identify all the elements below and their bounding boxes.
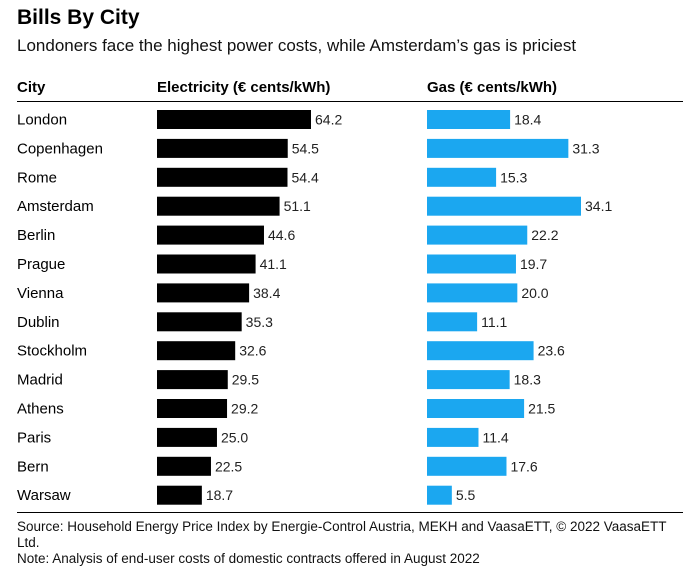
city-label-berlin: Berlin xyxy=(17,227,55,244)
city-label-rome: Rome xyxy=(17,169,57,186)
gas-value-stockholm: 23.6 xyxy=(538,343,565,359)
electricity-value-rome: 54.4 xyxy=(291,169,318,185)
gas-bar-warsaw xyxy=(427,485,452,505)
electricity-value-copenhagen: 54.5 xyxy=(292,140,319,156)
source-note: Source: Household Energy Price Index by … xyxy=(17,519,667,550)
gas-bar-dublin xyxy=(427,312,478,332)
gas-bar-madrid xyxy=(427,370,510,390)
electricity-value-berlin: 44.6 xyxy=(268,227,295,243)
electricity-value-athens: 29.2 xyxy=(231,401,258,417)
city-label-athens: Athens xyxy=(17,401,64,418)
chart-title: Bills By City xyxy=(17,6,140,29)
city-label-madrid: Madrid xyxy=(17,372,63,389)
bar-chart: London 64.2 18.4 Copenhagen 54.5 31.3 Rome 54.4… xyxy=(17,110,612,505)
electricity-bar-bern xyxy=(157,456,211,476)
electricity-bar-amsterdam xyxy=(157,196,280,216)
gas-value-paris: 11.4 xyxy=(482,429,508,445)
electricity-bar-madrid xyxy=(157,370,228,390)
gas-value-madrid: 18.3 xyxy=(514,372,541,388)
electricity-bar-prague xyxy=(157,254,256,274)
chart-subtitle: Londoners face the highest power costs, … xyxy=(17,36,577,55)
electricity-bar-copenhagen xyxy=(157,138,288,158)
electricity-column-header: Electricity (€ cents/kWh) xyxy=(157,79,331,96)
gas-value-berlin: 22.2 xyxy=(531,227,558,243)
gas-value-bern: 17.6 xyxy=(510,458,537,474)
electricity-value-london: 64.2 xyxy=(315,112,342,128)
gas-bar-amsterdam xyxy=(427,196,581,216)
gas-value-dublin: 11.1 xyxy=(481,314,507,330)
city-label-copenhagen: Copenhagen xyxy=(17,140,103,157)
electricity-value-dublin: 35.3 xyxy=(246,314,273,330)
methodology-note: Note: Analysis of end-user costs of dome… xyxy=(17,551,480,566)
gas-value-amsterdam: 34.1 xyxy=(585,198,612,214)
electricity-value-bern: 22.5 xyxy=(215,458,242,474)
gas-value-copenhagen: 31.3 xyxy=(572,140,599,156)
gas-value-warsaw: 5.5 xyxy=(456,487,476,503)
electricity-bar-warsaw xyxy=(157,485,202,505)
electricity-bar-rome xyxy=(157,167,288,187)
electricity-bar-paris xyxy=(157,427,217,447)
gas-value-rome: 15.3 xyxy=(500,169,527,185)
electricity-bar-athens xyxy=(157,399,228,418)
electricity-value-madrid: 29.5 xyxy=(232,372,259,388)
gas-bar-berlin xyxy=(427,225,528,245)
gas-value-prague: 19.7 xyxy=(520,256,547,272)
electricity-bar-london xyxy=(157,110,311,129)
city-label-london: London xyxy=(17,112,67,129)
electricity-bar-berlin xyxy=(157,225,264,245)
gas-value-vienna: 20.0 xyxy=(521,285,548,301)
electricity-bar-stockholm xyxy=(157,341,236,361)
gas-bar-prague xyxy=(427,254,516,274)
electricity-value-prague: 41.1 xyxy=(260,256,287,272)
electricity-bar-dublin xyxy=(157,312,242,332)
city-label-amsterdam: Amsterdam xyxy=(17,198,94,215)
gas-bar-vienna xyxy=(427,283,518,303)
header-divider xyxy=(17,101,683,102)
city-label-bern: Bern xyxy=(17,458,49,475)
gas-bar-rome xyxy=(427,167,497,187)
electricity-value-warsaw: 18.7 xyxy=(206,487,233,503)
gas-value-london: 18.4 xyxy=(514,112,541,128)
electricity-value-stockholm: 32.6 xyxy=(239,343,266,359)
gas-bar-copenhagen xyxy=(427,138,569,158)
city-label-dublin: Dublin xyxy=(17,314,60,331)
gas-bar-athens xyxy=(427,399,525,418)
city-column-header: City xyxy=(17,79,46,96)
gas-value-athens: 21.5 xyxy=(528,401,555,417)
footer-divider xyxy=(17,512,683,513)
electricity-value-amsterdam: 51.1 xyxy=(284,198,311,214)
city-label-stockholm: Stockholm xyxy=(17,343,87,360)
city-label-prague: Prague xyxy=(17,256,65,273)
gas-bar-bern xyxy=(427,456,507,476)
gas-column-header: Gas (€ cents/kWh) xyxy=(427,79,558,96)
city-label-vienna: Vienna xyxy=(17,285,64,302)
electricity-value-vienna: 38.4 xyxy=(253,285,280,301)
city-label-paris: Paris xyxy=(17,429,51,446)
electricity-value-paris: 25.0 xyxy=(221,429,248,445)
gas-bar-paris xyxy=(427,427,479,447)
electricity-bar-vienna xyxy=(157,283,250,303)
city-label-warsaw: Warsaw xyxy=(17,487,71,504)
gas-bar-stockholm xyxy=(427,341,534,361)
gas-bar-london xyxy=(427,110,511,129)
